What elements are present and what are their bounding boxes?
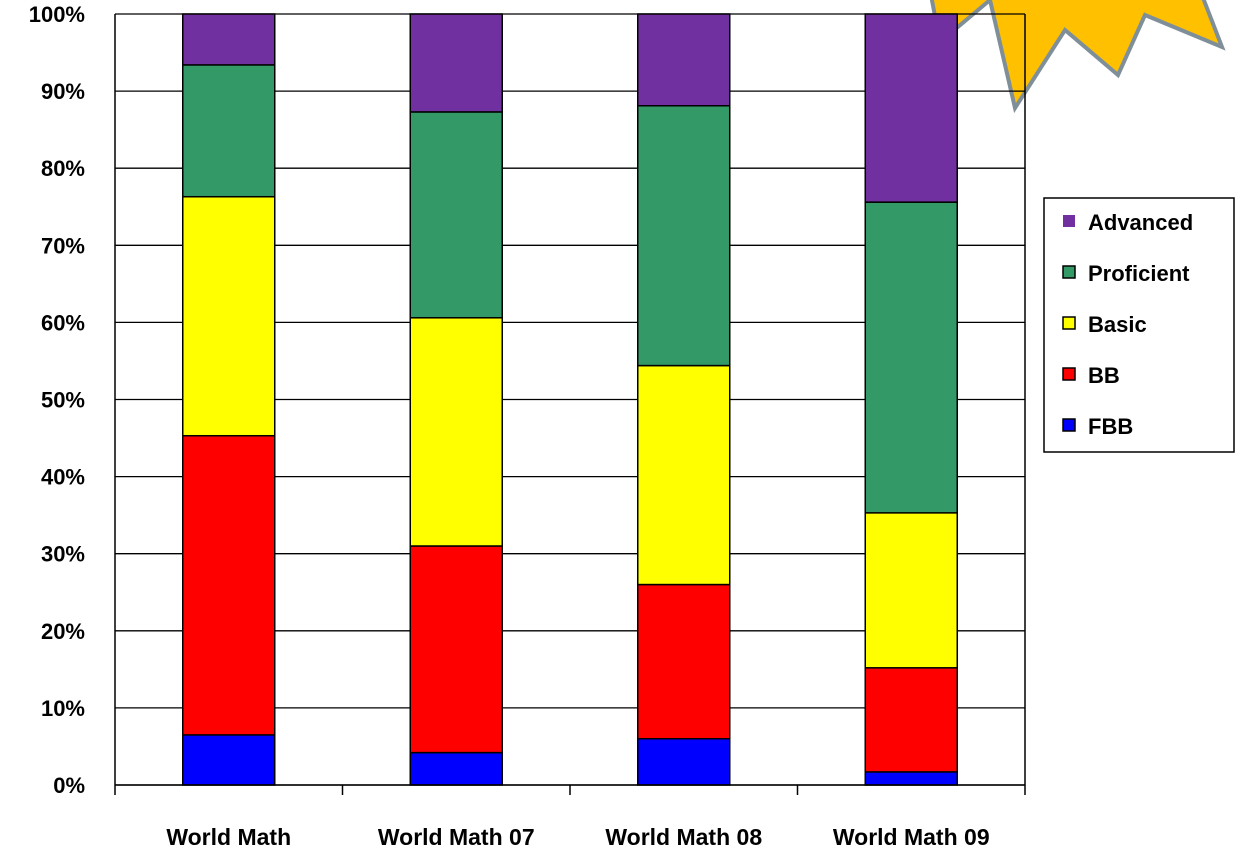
bar-segment-bb-3: [637, 583, 731, 740]
bar-segment-fbb-3: [637, 737, 731, 786]
bar-segment-basic-2: [409, 317, 503, 547]
bar-segment-basic-3: [637, 364, 731, 586]
y-tick-label: 80%: [41, 156, 85, 181]
bar-segment-basic-4: [864, 512, 958, 669]
y-tick-label: 70%: [41, 233, 85, 258]
bar-segment-proficient-4: [864, 201, 958, 514]
y-tick-label: 60%: [41, 310, 85, 335]
bar-segment-advanced-1: [182, 13, 276, 66]
y-tick-label: 40%: [41, 465, 85, 490]
bar-segment-proficient-3: [637, 104, 731, 367]
bar-segment-proficient-1: [182, 64, 276, 198]
y-tick-label: 30%: [41, 542, 85, 567]
y-tick-label: 0%: [53, 773, 85, 798]
legend-label-fbb: FBB: [1088, 414, 1133, 439]
bar-segment-advanced-4: [864, 13, 958, 203]
bar-segment-fbb-4: [864, 771, 958, 786]
y-tick-label: 50%: [41, 388, 85, 413]
y-tick-label: 20%: [41, 619, 85, 644]
bar-segment-bb-2: [409, 545, 503, 754]
legend-swatch-basic: [1062, 316, 1076, 330]
bar-segment-advanced-3: [637, 13, 731, 107]
x-category-label: World Math 08: [605, 824, 762, 850]
legend-swatch-advanced: [1063, 215, 1075, 227]
x-category-label: World Math 09: [833, 824, 990, 850]
legend-swatch-bb: [1062, 367, 1076, 381]
y-tick-label: 100%: [29, 2, 85, 27]
bar-segment-advanced-2: [409, 13, 503, 113]
starburst-decoration: [929, 0, 1226, 114]
legend-label-proficient: Proficient: [1088, 261, 1190, 286]
y-tick-label: 90%: [41, 79, 85, 104]
bar-segment-bb-1: [182, 434, 276, 736]
legend-swatch-fbb: [1062, 418, 1076, 432]
y-tick-label: 10%: [41, 696, 85, 721]
bar-segment-basic-1: [182, 195, 276, 437]
x-category-label: World Math 07: [378, 824, 535, 850]
x-category-label: World Math: [166, 824, 291, 850]
legend-label-basic: Basic: [1088, 312, 1147, 337]
bar-segment-fbb-2: [409, 751, 503, 786]
bar-segment-bb-4: [864, 667, 958, 773]
bar-segment-proficient-2: [409, 111, 503, 319]
legend-label-advanced: Advanced: [1088, 210, 1193, 235]
bar-segment-fbb-1: [182, 734, 276, 786]
legend-label-bb: BB: [1088, 363, 1120, 388]
legend-swatch-proficient: [1062, 265, 1076, 279]
